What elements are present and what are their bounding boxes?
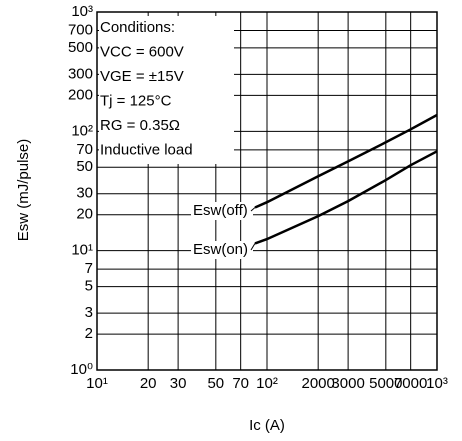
plot-frame <box>96 11 438 371</box>
x-tick-label: 30 <box>170 375 187 392</box>
x-tick-label: 10² <box>256 375 278 392</box>
condition-text: RG = 0.35Ω <box>100 117 180 134</box>
y-tick-label: 2 <box>85 325 93 342</box>
x-tick-label: 20 <box>140 375 157 392</box>
condition-text: VGE = ±15V <box>100 68 184 85</box>
series-label-background <box>191 241 253 259</box>
y-tick-label: 300 <box>68 65 93 82</box>
y-tick-label: 700 <box>68 21 93 38</box>
x-tick-label: 7000 <box>394 375 427 392</box>
y-tick-label: 500 <box>68 39 93 56</box>
series-label: Esw(on) <box>193 241 248 258</box>
x-tick-label: 50 <box>207 375 224 392</box>
condition-text: Tj = 125°C <box>100 92 172 109</box>
x-tick-label: 10¹ <box>86 375 108 392</box>
y-tick-label: 10⁰ <box>70 361 93 378</box>
x-tick-label: 2000 <box>301 375 334 392</box>
y-tick-label: 70 <box>76 141 93 158</box>
x-tick-label: 70 <box>232 375 249 392</box>
series-line <box>254 113 438 209</box>
y-tick-label: 10¹ <box>71 242 93 259</box>
y-tick-label: 200 <box>68 86 93 103</box>
x-tick-label: 5000 <box>369 375 402 392</box>
y-tick-label: 20 <box>76 206 93 223</box>
y-tick-label: 3 <box>85 304 93 321</box>
x-axis-label: Ic (A) <box>249 417 285 434</box>
y-tick-label: 7 <box>85 260 93 277</box>
series-line <box>254 150 438 245</box>
y-tick-label: 5 <box>85 278 93 295</box>
condition-text: Inductive load <box>100 141 193 158</box>
series-label: Esw(off) <box>193 202 248 219</box>
y-tick-label: 10³ <box>71 3 93 20</box>
condition-text: VCC = 600V <box>100 43 184 60</box>
y-tick-label: 30 <box>76 185 93 202</box>
leader-line <box>250 243 256 251</box>
x-tick-label: 10³ <box>426 375 448 392</box>
condition-text: Conditions: <box>100 19 175 36</box>
y-tick-label: 50 <box>76 158 93 175</box>
y-tick-label: 10² <box>71 122 93 139</box>
leader-line <box>250 207 256 212</box>
y-axis-label: Esw (mJ/pulse) <box>15 139 32 242</box>
series-label-background <box>191 202 253 220</box>
conditions-background <box>99 16 234 164</box>
x-tick-label: 3000 <box>331 375 364 392</box>
